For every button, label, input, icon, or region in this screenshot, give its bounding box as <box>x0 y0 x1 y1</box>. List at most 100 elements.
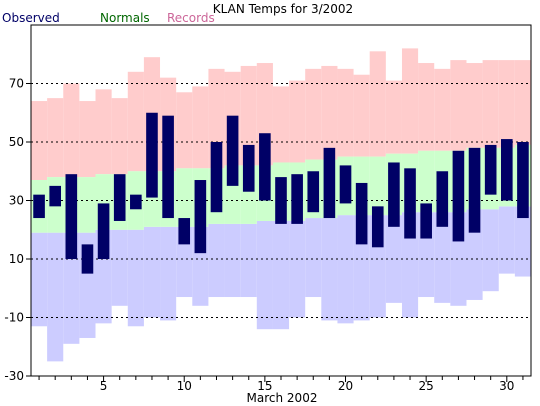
record-high-band-day-2 <box>47 98 64 178</box>
normal-band-day-4 <box>79 177 96 233</box>
normal-band-day-25 <box>418 150 435 213</box>
record-high-band-day-5 <box>95 89 112 175</box>
record-low-band-day-6 <box>111 229 128 306</box>
record-high-band-day-10 <box>176 92 193 169</box>
observed-bar-day-10 <box>178 218 191 245</box>
record-high-band-day-1 <box>31 101 48 181</box>
record-low-band-day-8 <box>143 226 161 318</box>
record-high-band-day-4 <box>79 101 96 178</box>
record-low-band-day-26 <box>434 212 451 303</box>
record-high-band-day-3 <box>63 83 80 178</box>
record-low-band-day-29 <box>482 209 499 292</box>
record-low-band-day-18 <box>305 218 322 298</box>
record-high-band-day-7 <box>127 71 144 172</box>
observed-bar-day-20 <box>339 165 352 204</box>
observed-bar-day-22 <box>371 206 384 248</box>
x-tick-label-25: 25 <box>419 379 434 393</box>
record-high-band-day-23 <box>385 80 402 154</box>
observed-bar-day-26 <box>436 171 449 227</box>
legend-observed: Observed <box>2 11 60 25</box>
record-high-band-day-31 <box>514 60 531 145</box>
record-high-band-day-21 <box>353 74 370 157</box>
y-tick-label-10: 10 <box>9 252 24 266</box>
y-tick-label-50: 50 <box>9 135 24 149</box>
record-high-band-day-17 <box>289 80 306 163</box>
record-high-band-day-22 <box>369 51 386 157</box>
legend-records: Records <box>167 11 215 25</box>
observed-bar-day-3 <box>65 174 78 259</box>
record-low-band-day-12 <box>208 223 225 298</box>
x-tick-label-30: 30 <box>499 379 514 393</box>
record-high-band-day-18 <box>305 68 322 160</box>
record-low-band-day-17 <box>289 220 306 318</box>
observed-bar-day-9 <box>162 115 174 219</box>
observed-bar-day-14 <box>242 144 255 192</box>
y-tick-label--10: -10 <box>4 311 24 325</box>
x-tick-label-20: 20 <box>338 379 353 393</box>
record-low-band-day-23 <box>385 215 402 303</box>
record-high-band-day-30 <box>498 60 515 148</box>
observed-bar-day-24 <box>404 168 416 239</box>
observed-bar-day-30 <box>501 139 513 201</box>
observed-bar-day-11 <box>194 180 207 254</box>
record-high-band-day-14 <box>240 65 257 166</box>
observed-bar-day-18 <box>307 171 320 213</box>
legend: Observed Normals Records <box>2 11 215 25</box>
legend-normals: Normals <box>100 11 150 25</box>
record-high-band-day-6 <box>111 98 128 175</box>
observed-bar-day-1 <box>33 194 45 219</box>
record-low-band-day-13 <box>224 223 241 298</box>
observed-bar-day-17 <box>291 174 303 224</box>
x-axis-label: March 2002 <box>247 391 318 405</box>
record-high-band-day-20 <box>337 68 354 157</box>
observed-bar-day-2 <box>49 185 61 207</box>
observed-bar-day-19 <box>323 147 336 219</box>
tick-layer: 5 10 15 20 25 30 -30 -10 10 30 50 70 <box>4 77 524 393</box>
record-low-band-day-3 <box>63 232 80 344</box>
observed-bar-layer <box>33 112 529 274</box>
observed-bar-day-23 <box>388 162 400 227</box>
y-tick-label--30: -30 <box>4 369 24 383</box>
observed-bar-day-28 <box>468 147 481 233</box>
record-high-band-day-19 <box>321 65 338 160</box>
observed-bar-day-8 <box>146 112 158 198</box>
record-high-band-day-26 <box>434 68 451 151</box>
x-tick-label-5: 5 <box>100 379 108 393</box>
observed-bar-day-16 <box>275 177 287 224</box>
normal-band-day-10 <box>176 168 193 227</box>
record-high-band-day-25 <box>418 63 435 151</box>
chart-title: KLAN Temps for 3/2002 <box>213 2 353 16</box>
observed-bar-day-7 <box>130 194 142 210</box>
observed-bar-day-13 <box>226 115 239 186</box>
x-tick-label-10: 10 <box>177 379 192 393</box>
record-low-band-day-7 <box>127 229 144 327</box>
observed-bar-day-4 <box>81 244 94 274</box>
y-tick-label-30: 30 <box>9 194 24 208</box>
observed-bar-day-31 <box>517 142 529 219</box>
observed-bar-day-12 <box>210 142 223 213</box>
observed-bar-day-29 <box>484 144 497 195</box>
record-high-band-day-16 <box>272 86 290 163</box>
observed-bar-day-27 <box>452 150 465 242</box>
observed-bar-day-5 <box>97 203 110 259</box>
record-high-band-day-27 <box>450 60 467 151</box>
record-low-band-day-2 <box>47 232 64 362</box>
record-low-band-day-1 <box>31 232 48 327</box>
record-low-band-day-15 <box>256 220 273 330</box>
record-high-band-day-11 <box>192 86 209 169</box>
record-low-band-day-19 <box>321 218 338 321</box>
record-low-band-day-14 <box>240 223 257 298</box>
record-high-band-day-28 <box>466 63 483 148</box>
record-low-band-day-30 <box>498 206 515 274</box>
record-low-band-day-20 <box>337 215 354 324</box>
y-tick-label-70: 70 <box>9 77 24 91</box>
record-high-band-day-24 <box>401 48 419 154</box>
observed-bar-day-21 <box>355 182 368 245</box>
observed-bar-day-15 <box>259 133 271 201</box>
record-low-band-day-16 <box>272 220 290 330</box>
observed-bar-day-25 <box>420 203 432 239</box>
record-low-band-day-9 <box>160 226 177 321</box>
observed-bar-day-6 <box>113 174 126 221</box>
x-tick-label-15: 15 <box>257 379 272 393</box>
